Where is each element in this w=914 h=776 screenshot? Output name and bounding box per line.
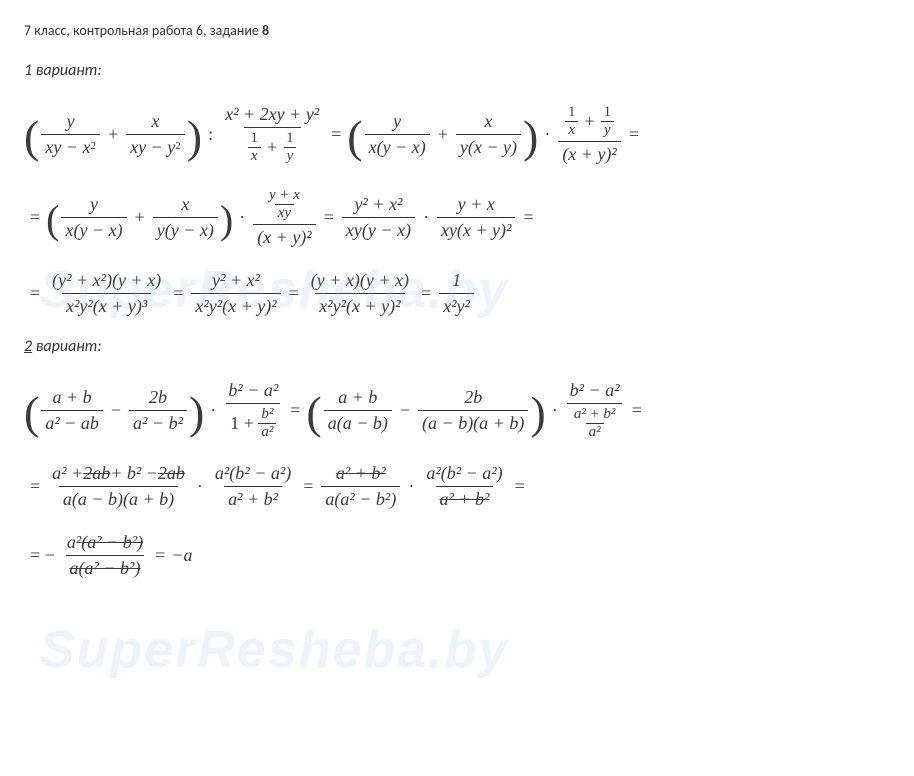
final-answer: −a [171,545,192,566]
work-label: контрольная работа 6, [73,22,206,39]
task-label: задание [210,22,259,39]
equation-row: = a² + 2ab + b² − 2ab a(a − b)(a + b) · … [24,461,892,512]
watermark: SuperResheba.by [40,620,509,680]
equation-row: = (y² + x²)(y + x)x²y²(x + y)³ = y² + x²… [24,268,892,319]
grade-label: 7 класс, [24,22,70,39]
task-number: 8 [262,22,269,39]
page-header: 7 класс, контрольная работа 6, задание 8 [24,22,892,39]
equation-row: ( yxy − x2 + xxy − y2 ) : x² + 2xy + y² … [24,102,892,167]
equation-row: = − a²(a² − b²) a(a² − b²) = −a [24,530,892,581]
variant-2-heading: 2 вариант: [24,337,892,356]
variant-1-heading: 1 вариант: [24,61,892,80]
equation-row: ( a + ba² − ab − 2ba² − b² ) · b² − a² 1… [24,378,892,443]
equation-row: = ( yx(y − x) + xy(y − x) ) · y + xxy (x… [24,185,892,250]
